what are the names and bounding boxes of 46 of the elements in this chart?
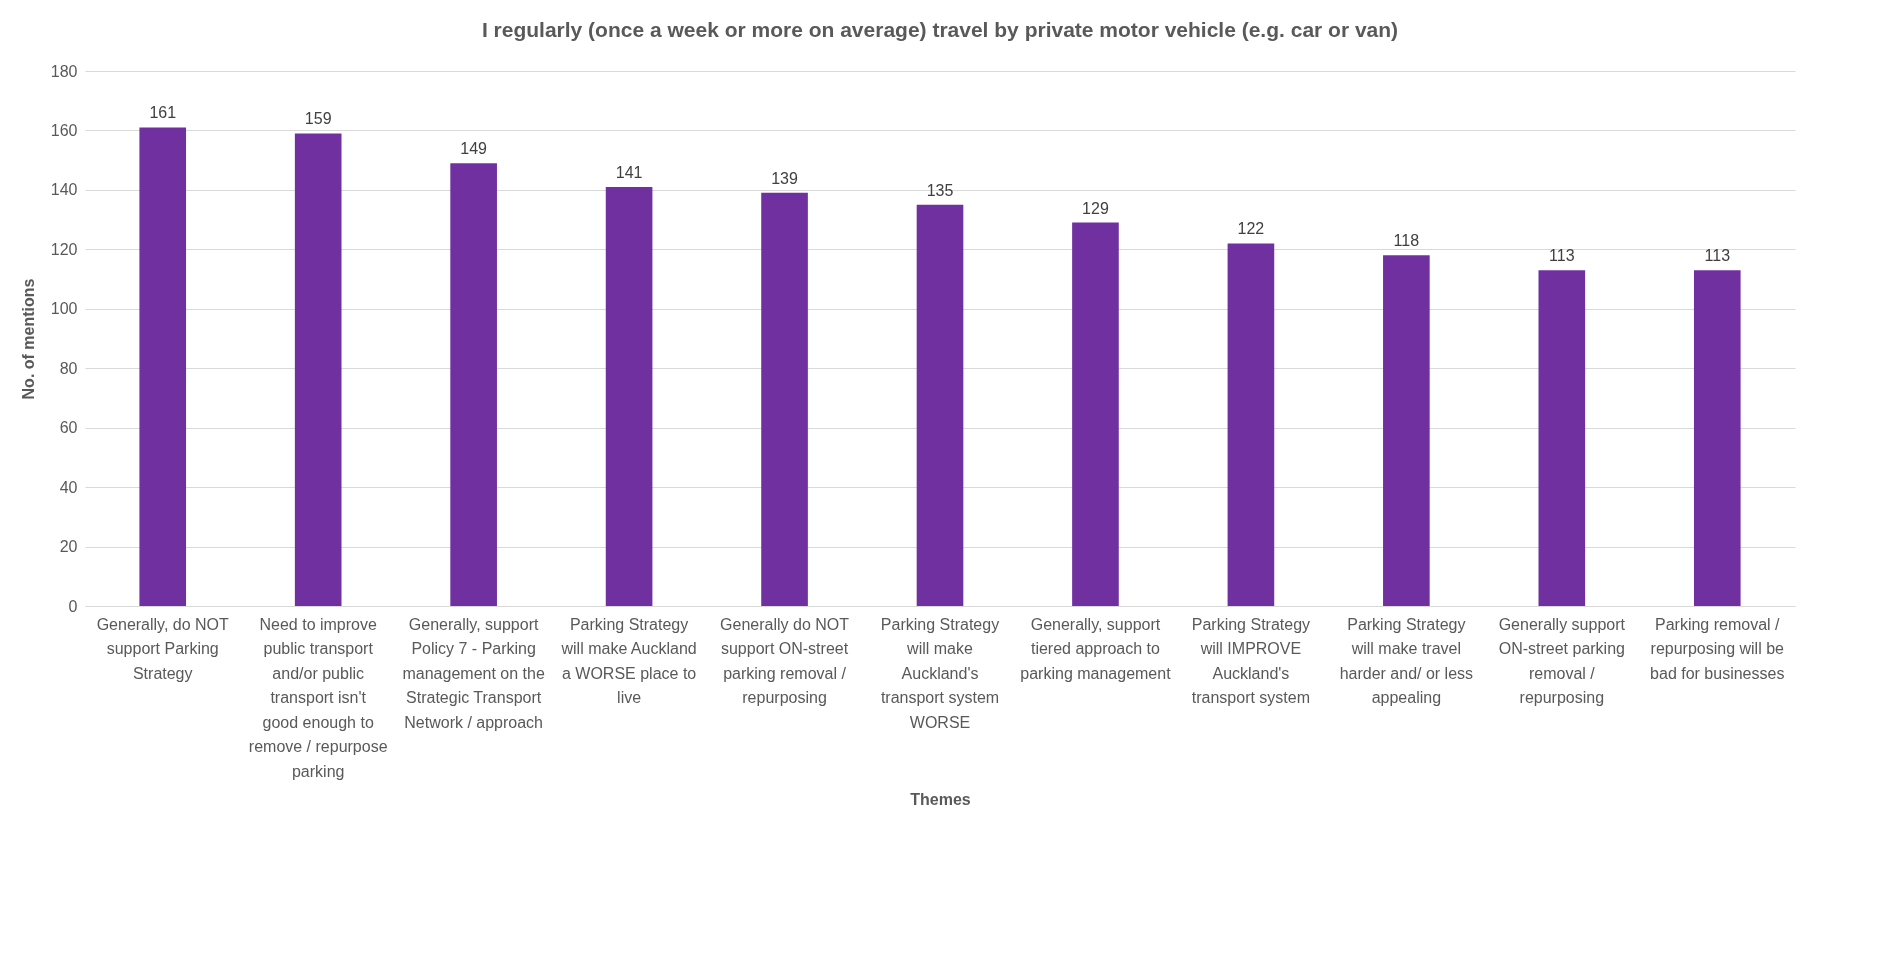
bar: [761, 192, 808, 606]
y-tick-label: 0: [68, 597, 78, 615]
data-label: 159: [304, 110, 332, 128]
x-tick-label: Parking Strategy will make Auckland a WORSE place to live: [560, 615, 697, 706]
bar: [605, 186, 653, 606]
data-label: 129: [1082, 199, 1109, 217]
bar: [1227, 243, 1275, 606]
x-tick-label: Generally do NOT support ON-street parking removal / repurposing: [720, 615, 850, 706]
data-label: 113: [1549, 247, 1575, 265]
y-tick-label: 180: [50, 62, 78, 80]
x-tick-label: Generally, support tiered approach to parking management: [1020, 615, 1172, 682]
y-tick-label: 60: [59, 419, 78, 437]
data-label: 113: [1704, 247, 1731, 265]
bar: [139, 127, 187, 606]
y-tick-label: 160: [50, 121, 78, 139]
bar: [1693, 270, 1741, 606]
data-label: 139: [771, 169, 798, 187]
bar: [1072, 222, 1119, 606]
y-tick-label: 120: [50, 240, 78, 258]
bar: [450, 163, 497, 606]
bar: [1538, 270, 1586, 606]
x-tick-label: Parking removal / repurposing will be bad for businesses: [1650, 615, 1785, 682]
bar: [1383, 255, 1430, 606]
data-label: 122: [1237, 220, 1265, 238]
x-tick-label: Generally, support Policy 7 - Parking management on the Strategic Transport Network / approach: [402, 615, 545, 731]
x-tick-label: Need to improve public transport and/or public transport isn't good enough to remove / repurpose parking: [248, 615, 388, 780]
y-tick-label: 100: [50, 300, 78, 318]
x-tick-label: Generally support ON-street parking removal / repurposing: [1498, 615, 1626, 706]
chart-title: I regularly (once a week or more on average) travel by private motor vehicle (e.g. car or van): [481, 18, 1399, 41]
x-axis-title: Themes: [910, 790, 971, 808]
data-label: 118: [1393, 232, 1420, 250]
data-label: 141: [615, 163, 643, 181]
y-tick-label: 40: [59, 478, 78, 496]
y-tick-label: 80: [59, 359, 78, 377]
data-label: 149: [460, 140, 488, 158]
data-label: 135: [926, 181, 954, 199]
x-tick-label: Parking Strategy will make Auckland's transport system WORSE: [880, 615, 1000, 731]
data-label: 161: [149, 104, 177, 122]
y-tick-label: 140: [50, 181, 78, 199]
x-tick-label: Parking Strategy will IMPROVE Auckland's transport system: [1191, 615, 1311, 706]
y-axis-title: No. of mentions: [19, 278, 37, 400]
bar: [916, 204, 964, 606]
x-tick-label: Generally, do NOT support Parking Strategy: [96, 615, 230, 682]
y-tick-label: 20: [59, 538, 78, 556]
x-tick-label: Parking Strategy will make travel harder and/ or less appealing: [1339, 615, 1474, 706]
bar: [294, 133, 342, 606]
